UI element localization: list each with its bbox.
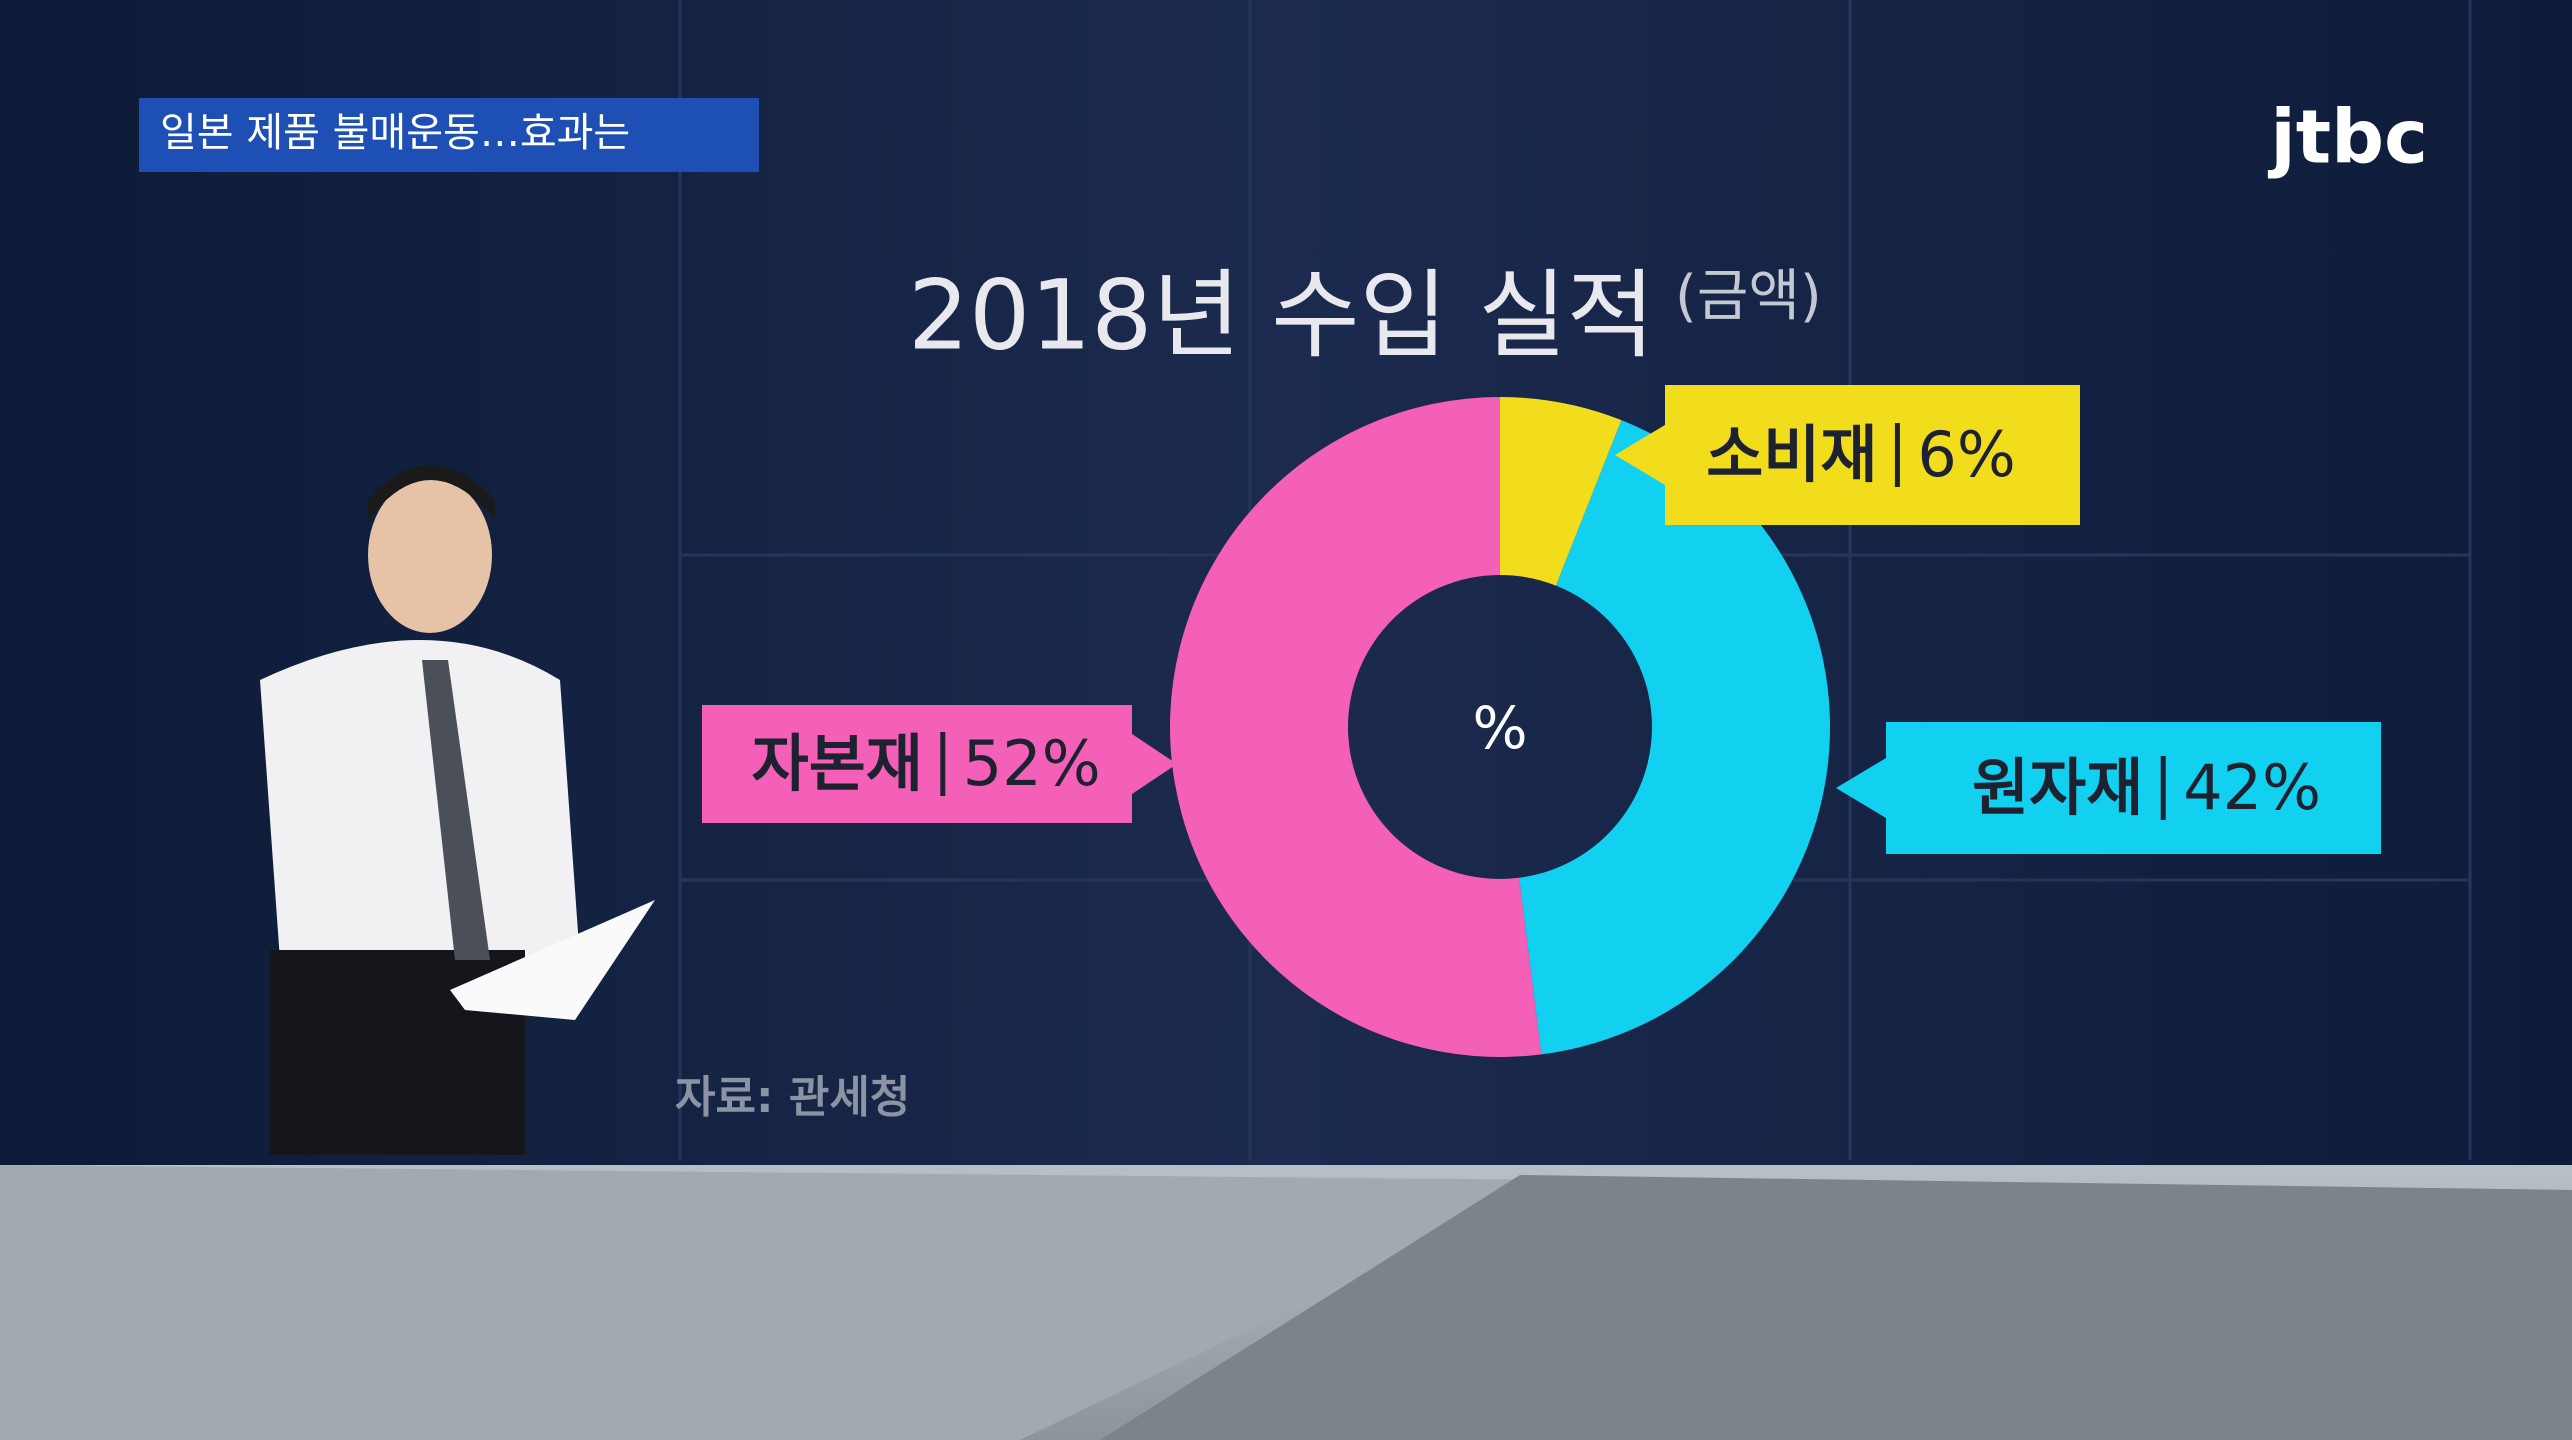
presenter <box>260 465 655 1155</box>
channel-logo: jtbc <box>2267 95 2428 181</box>
label-box <box>702 705 1132 823</box>
desk-edge <box>1100 1175 2572 1440</box>
chart-title: 2018년 수입 실적 <box>908 259 1655 371</box>
headline: 일본 제품 불매운동…효과는 <box>160 110 630 156</box>
donut-slice <box>1519 420 1830 1055</box>
value-label: 52% <box>963 727 1101 800</box>
label-box <box>1665 385 2080 525</box>
labels: 소비재 6% 원자재 42% 자본재 52% <box>702 385 2381 854</box>
label-pointer <box>1132 734 1177 794</box>
center-label: % <box>1472 694 1527 762</box>
label-box <box>1886 722 2381 854</box>
value-label: 6% <box>1917 418 2015 491</box>
category-label: 소비재 <box>1706 418 1877 491</box>
donut <box>1170 397 1830 1057</box>
headline-banner <box>139 98 759 172</box>
donut-slice <box>1170 397 1542 1057</box>
label-pointer <box>1615 425 1665 485</box>
category-label: 원자재 <box>1972 751 2143 824</box>
category-label: 자본재 <box>752 727 923 800</box>
label-pointer <box>1836 758 1886 818</box>
donut-slice <box>1500 397 1622 586</box>
chart-subtitle: (금액) <box>1675 264 1822 329</box>
source: 자료: 관세청 <box>675 1072 910 1123</box>
floor-shade <box>0 1165 1560 1440</box>
value-label: 42% <box>2183 751 2321 824</box>
